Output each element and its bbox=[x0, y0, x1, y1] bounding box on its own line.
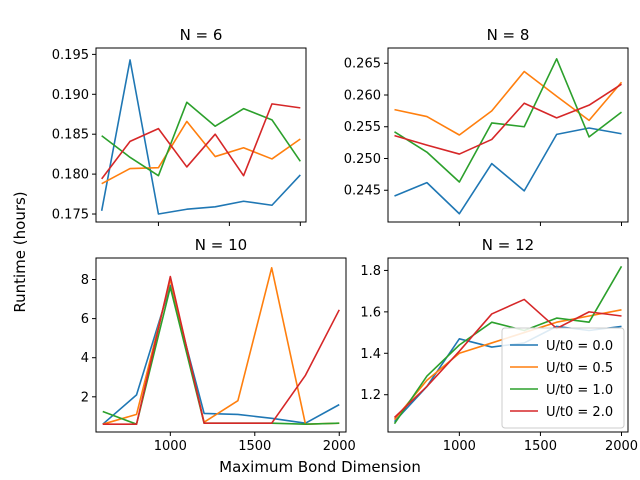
y-tick-label: 1.4 bbox=[360, 347, 381, 362]
series-line-2 bbox=[394, 70, 623, 136]
legend-box bbox=[501, 327, 625, 429]
x-tick-label: 1500 bbox=[524, 439, 557, 454]
y-tick-label: 0.245 bbox=[344, 184, 381, 199]
series-line-1 bbox=[394, 127, 622, 215]
x-tick-label: 2000 bbox=[605, 439, 638, 454]
axes-frame bbox=[387, 257, 629, 433]
series-line-4 bbox=[102, 275, 340, 425]
series-line-1 bbox=[100, 59, 301, 215]
subplot-3: N = 10 2 4 6 8 1000 1500 2000 bbox=[81, 236, 356, 454]
subplot-title: N = 8 bbox=[487, 26, 530, 44]
y-tick-label: 0.180 bbox=[52, 168, 89, 183]
subplot-4: N = 12 1.2 1.4 1.6 1.8 1000 1500 2000 U/t0 = 0.0… bbox=[360, 236, 638, 454]
x-tick-label: 1000 bbox=[154, 439, 187, 454]
axes-frame bbox=[95, 257, 347, 433]
legend-label: U/t0 = 0.5 bbox=[546, 361, 613, 376]
y-tick-label: 8 bbox=[81, 273, 89, 288]
y-tick-label: 0.175 bbox=[52, 208, 89, 223]
subplot-title: N = 6 bbox=[180, 26, 223, 44]
y-tick-label: 0.260 bbox=[344, 88, 381, 103]
legend-label: U/t0 = 2.0 bbox=[546, 405, 613, 420]
y-tick-label: 0.255 bbox=[344, 120, 381, 135]
series-line-1 bbox=[102, 284, 340, 425]
figure-xlabel: Maximum Bond Dimension bbox=[219, 458, 421, 476]
y-tick-label: 0.185 bbox=[52, 128, 89, 143]
axes-frame bbox=[387, 47, 629, 223]
y-tick-label: 0.190 bbox=[52, 88, 89, 103]
series-line-4 bbox=[393, 298, 622, 419]
legend-label: U/t0 = 0.0 bbox=[546, 339, 613, 354]
y-tick-label: 0.195 bbox=[52, 48, 89, 63]
y-tick-label: 6 bbox=[81, 312, 89, 327]
series-line-3 bbox=[393, 265, 623, 425]
legend: U/t0 = 0.0 U/t0 = 0.5 U/t0 = 1.0 U/t0 = 2.0 bbox=[501, 327, 625, 429]
x-tick-label: 1000 bbox=[443, 439, 476, 454]
y-tick-label: 1.8 bbox=[360, 264, 381, 279]
subplot-1: N = 6 0.175 0.180 0.185 0.190 0.195 bbox=[52, 26, 307, 226]
subplot-2: N = 8 0.245 0.250 0.255 0.260 0.265 bbox=[344, 26, 629, 226]
y-tick-label: 1.2 bbox=[360, 388, 381, 403]
y-tick-label: 1.6 bbox=[360, 305, 381, 320]
series-line-2 bbox=[101, 120, 301, 185]
x-tick-label: 1500 bbox=[238, 439, 271, 454]
subplot-title: N = 10 bbox=[195, 236, 247, 254]
y-tick-label: 4 bbox=[81, 351, 89, 366]
subplot-title: N = 12 bbox=[482, 236, 534, 254]
y-tick-label: 0.250 bbox=[344, 152, 381, 167]
legend-label: U/t0 = 1.0 bbox=[546, 383, 613, 398]
series-line-2 bbox=[102, 266, 340, 425]
series-line-4 bbox=[101, 103, 301, 180]
axes-frame bbox=[95, 47, 307, 223]
figure-ylabel: Runtime (hours) bbox=[11, 191, 29, 312]
y-tick-label: 0.265 bbox=[344, 57, 381, 72]
series-line-3 bbox=[394, 57, 622, 183]
series-line-4 bbox=[394, 83, 622, 155]
y-tick-label: 2 bbox=[81, 390, 89, 405]
x-tick-label: 2000 bbox=[323, 439, 356, 454]
